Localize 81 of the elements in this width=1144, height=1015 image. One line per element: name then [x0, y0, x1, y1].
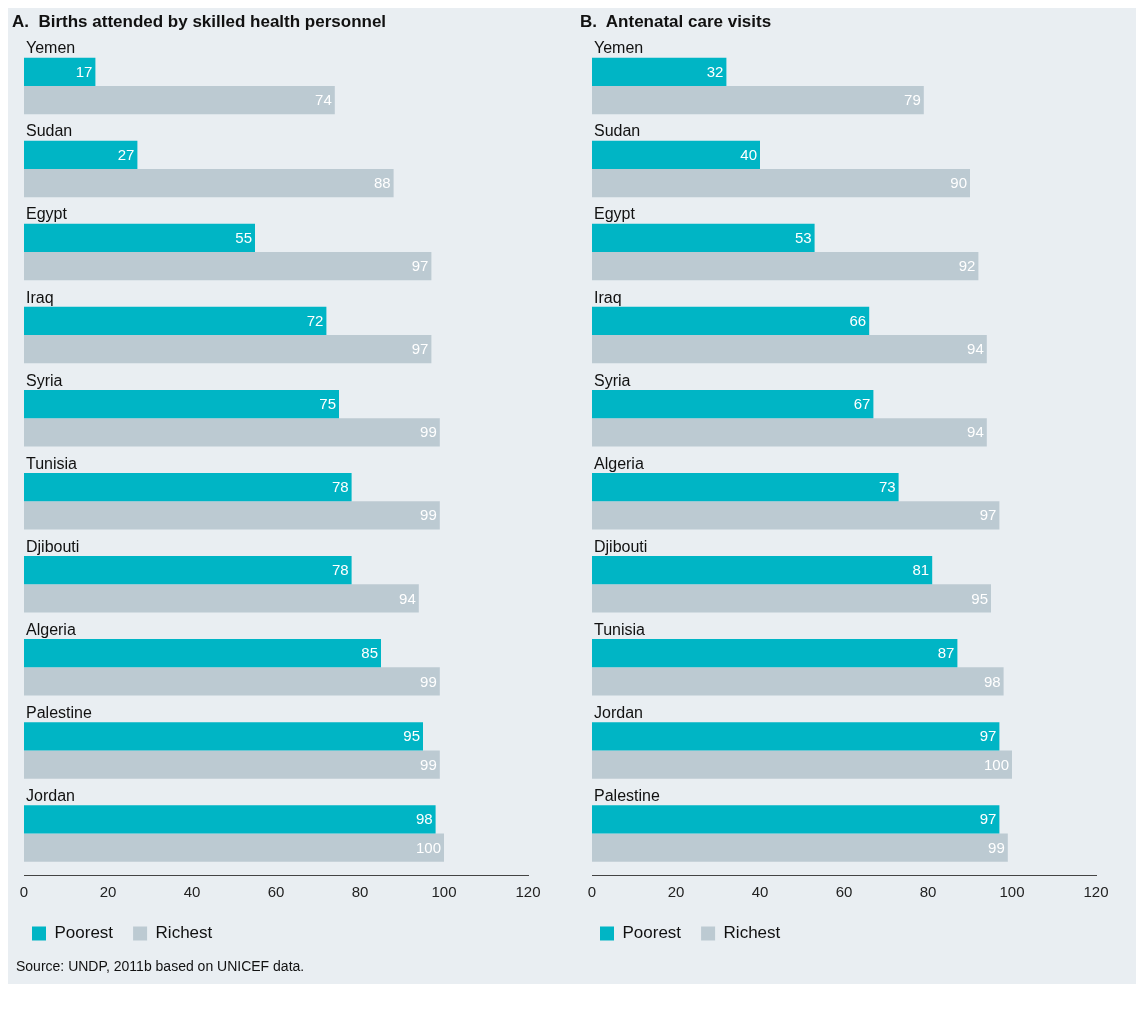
legend-label: Poorest [54, 923, 114, 943]
y-tick-label: Syria [594, 371, 631, 389]
data-label: 32 [706, 62, 724, 80]
x-tick-label: 40 [751, 883, 769, 901]
x-tick-label: 80 [351, 883, 369, 901]
data-label: 100 [415, 838, 441, 856]
data-label: 27 [117, 146, 135, 164]
chart-title: A. Births attended by skilled health personnel [12, 11, 387, 31]
data-label: 73 [878, 478, 896, 496]
x-tick-label: 100 [999, 883, 1025, 901]
data-label: 98 [983, 672, 1001, 690]
y-tick-label: Algeria [26, 620, 76, 638]
data-label: 88 [373, 174, 391, 192]
x-tick-label: 100 [431, 883, 457, 901]
data-label: 99 [420, 755, 437, 773]
data-label: 67 [853, 395, 871, 413]
data-label: 78 [331, 478, 349, 496]
y-tick-label: Tunisia [594, 620, 646, 638]
data-label: 79 [904, 91, 921, 109]
data-label: 94 [967, 340, 984, 358]
data-label: 53 [794, 229, 812, 247]
x-tick-label: 120 [1083, 883, 1109, 901]
y-tick-label: Sudan [26, 122, 73, 140]
x-tick-label: 0 [19, 883, 29, 901]
data-label: 78 [331, 561, 349, 579]
data-label: 87 [937, 644, 955, 662]
x-tick-label: 60 [267, 883, 285, 901]
data-label: 95 [971, 589, 988, 607]
x-tick-label: 40 [183, 883, 201, 901]
y-tick-label: Djibouti [594, 537, 648, 555]
source-note: Source: UNDP, 2011b based on UNICEF data. [15, 958, 306, 974]
data-label: 81 [912, 561, 930, 579]
x-tick-label: 120 [515, 883, 541, 901]
y-tick-label: Yemen [594, 39, 644, 57]
x-tick-label: 20 [667, 883, 685, 901]
data-label: 95 [403, 727, 420, 745]
data-label: 94 [967, 423, 984, 441]
data-label: 74 [315, 91, 332, 109]
data-label: 40 [740, 146, 757, 164]
data-label: 66 [849, 312, 867, 330]
data-label: 75 [319, 395, 336, 413]
y-tick-label: Algeria [594, 454, 644, 472]
y-tick-label: Sudan [594, 122, 641, 140]
data-label: 97 [411, 257, 429, 275]
y-tick-label: Jordan [594, 703, 643, 721]
data-label: 99 [420, 506, 437, 524]
y-tick-label: Iraq [26, 288, 54, 306]
data-label: 94 [399, 589, 416, 607]
y-tick-label: Syria [26, 371, 63, 389]
data-label: 97 [979, 506, 997, 524]
data-label: 97 [979, 810, 997, 828]
x-tick-label: 20 [99, 883, 117, 901]
legend-label: Richest [155, 923, 213, 943]
data-label: 98 [415, 810, 433, 828]
x-tick-label: 60 [835, 883, 853, 901]
y-tick-label: Iraq [594, 288, 622, 306]
data-label: 100 [983, 755, 1009, 773]
y-tick-label: Egypt [594, 205, 636, 223]
data-label: 90 [950, 174, 967, 192]
x-tick-label: 0 [587, 883, 597, 901]
data-label: 92 [958, 257, 976, 275]
data-label: 99 [420, 423, 437, 441]
data-label: 97 [979, 727, 997, 745]
x-tick-label: 80 [919, 883, 937, 901]
y-tick-label: Tunisia [26, 454, 78, 472]
data-label: 99 [420, 672, 437, 690]
legend-label: Richest [723, 923, 781, 943]
y-tick-label: Djibouti [26, 537, 80, 555]
data-label: 85 [361, 644, 378, 662]
data-label: 17 [75, 62, 93, 80]
data-label: 99 [988, 838, 1005, 856]
data-label: 72 [306, 312, 324, 330]
y-tick-label: Palestine [26, 703, 92, 721]
legend-label: Poorest [622, 923, 682, 943]
y-tick-label: Jordan [26, 786, 75, 804]
y-tick-label: Yemen [26, 39, 76, 57]
y-tick-label: Egypt [26, 205, 68, 223]
chart-title: B. Antenatal care visits [580, 11, 772, 31]
y-tick-label: Palestine [594, 786, 660, 804]
data-label: 97 [411, 340, 429, 358]
data-label: 55 [235, 229, 252, 247]
